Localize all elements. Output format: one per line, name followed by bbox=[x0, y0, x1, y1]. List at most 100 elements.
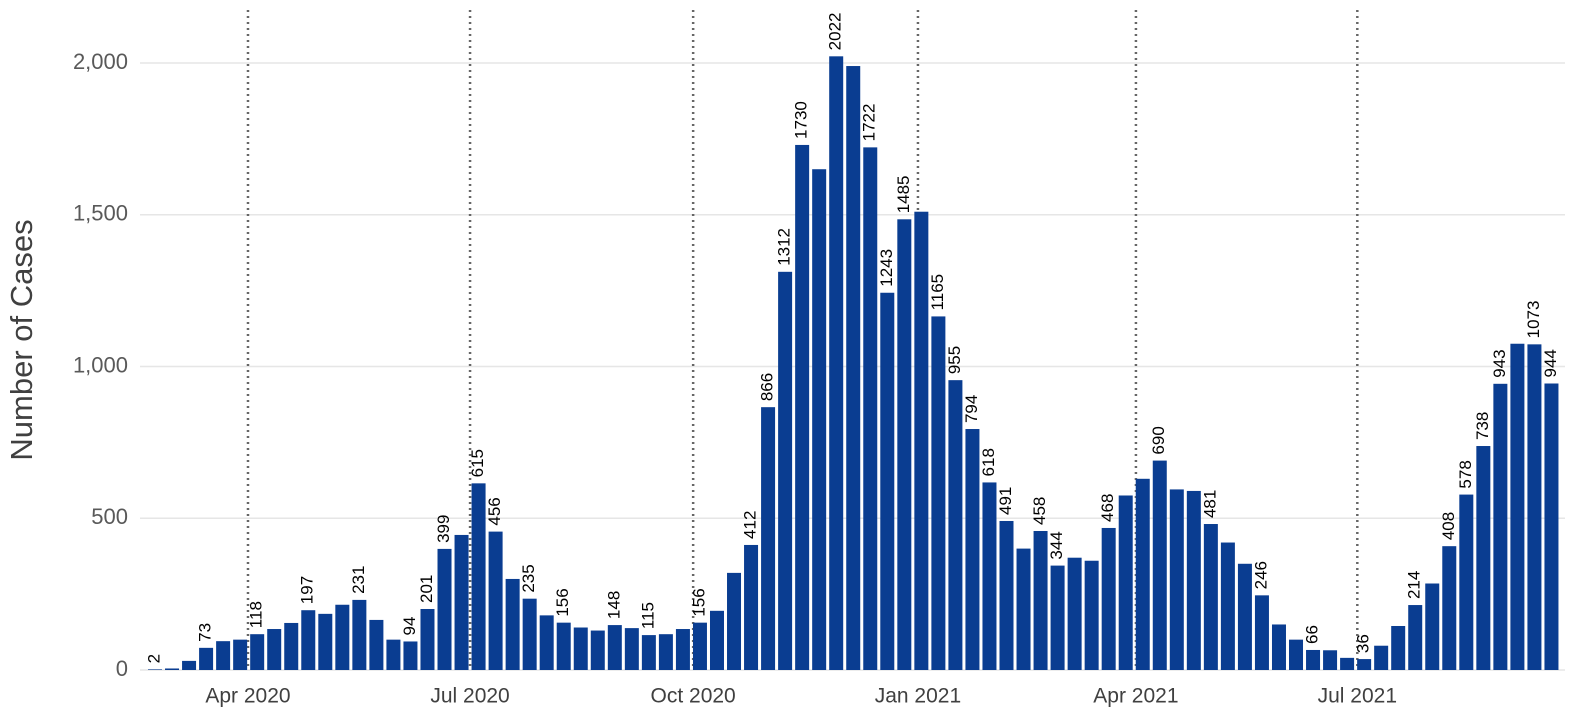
bar bbox=[1391, 625, 1406, 670]
data-label: 231 bbox=[349, 566, 368, 594]
bar bbox=[914, 211, 929, 670]
bar bbox=[199, 647, 214, 670]
data-label: 481 bbox=[1200, 490, 1219, 518]
bar bbox=[1033, 530, 1048, 670]
data-label: 115 bbox=[638, 602, 657, 629]
bar bbox=[1050, 565, 1065, 670]
bar bbox=[965, 429, 980, 670]
bar bbox=[505, 578, 520, 670]
y-tick-label: 0 bbox=[116, 656, 128, 681]
data-label: 615 bbox=[468, 449, 487, 477]
bar bbox=[744, 544, 759, 670]
bar bbox=[675, 629, 690, 670]
bar bbox=[590, 630, 605, 670]
x-tick-label: Apr 2021 bbox=[1093, 685, 1178, 708]
data-label: 235 bbox=[519, 564, 538, 592]
bar bbox=[1306, 649, 1321, 670]
bar bbox=[556, 622, 571, 670]
bar bbox=[573, 627, 588, 670]
data-label: 491 bbox=[996, 487, 1015, 515]
bar bbox=[795, 144, 810, 670]
data-label: 148 bbox=[604, 591, 623, 619]
data-label: 399 bbox=[434, 515, 453, 543]
bar bbox=[522, 598, 537, 670]
x-tick-label: Jul 2021 bbox=[1318, 685, 1397, 708]
bar bbox=[182, 660, 197, 670]
data-label: 458 bbox=[1030, 497, 1049, 525]
bar bbox=[778, 271, 793, 670]
y-axis-title: Number of Cases bbox=[4, 219, 39, 460]
data-label: 690 bbox=[1149, 426, 1168, 454]
bar bbox=[846, 66, 861, 670]
data-label: 94 bbox=[400, 617, 419, 636]
bar bbox=[658, 634, 673, 670]
bar bbox=[1357, 659, 1372, 670]
bar bbox=[284, 622, 299, 670]
data-label: 1312 bbox=[775, 228, 794, 266]
bar bbox=[233, 639, 248, 670]
bar bbox=[1203, 524, 1218, 670]
bar bbox=[1442, 546, 1457, 670]
data-label: 73 bbox=[196, 623, 215, 642]
data-label: 2022 bbox=[826, 12, 845, 50]
data-label: 944 bbox=[1541, 349, 1560, 377]
data-label: 738 bbox=[1473, 412, 1492, 440]
data-label: 201 bbox=[417, 575, 436, 603]
bar bbox=[1544, 383, 1559, 670]
bar bbox=[727, 572, 742, 670]
bar bbox=[454, 534, 469, 670]
data-label: 468 bbox=[1098, 494, 1117, 522]
bar bbox=[692, 622, 707, 670]
bar bbox=[1135, 478, 1150, 670]
bar bbox=[1527, 344, 1542, 670]
bar bbox=[318, 613, 333, 670]
bar bbox=[539, 615, 554, 670]
bar bbox=[641, 635, 656, 670]
bar bbox=[1323, 650, 1338, 670]
bar bbox=[624, 628, 639, 670]
bar bbox=[1084, 560, 1099, 670]
bar bbox=[352, 599, 367, 670]
data-label: 156 bbox=[553, 588, 572, 616]
data-label: 866 bbox=[758, 373, 777, 401]
data-label: 1243 bbox=[877, 249, 896, 287]
bar bbox=[1271, 624, 1286, 670]
bar bbox=[335, 604, 350, 670]
bar bbox=[1425, 583, 1440, 670]
bar bbox=[931, 316, 946, 670]
bar bbox=[1254, 595, 1269, 670]
bar bbox=[709, 610, 724, 670]
data-label: 1073 bbox=[1524, 301, 1543, 339]
bar bbox=[1459, 494, 1474, 670]
bar bbox=[761, 407, 776, 670]
data-label: 118 bbox=[247, 601, 266, 628]
data-label: 2 bbox=[144, 654, 163, 663]
y-tick-label: 500 bbox=[91, 504, 128, 529]
bar bbox=[1408, 605, 1423, 670]
data-label: 197 bbox=[298, 576, 317, 604]
data-label: 156 bbox=[689, 588, 708, 616]
bar bbox=[386, 639, 401, 670]
bar bbox=[948, 380, 963, 670]
data-label: 618 bbox=[979, 448, 998, 476]
y-tick-label: 1,000 bbox=[73, 352, 128, 377]
bar bbox=[1476, 446, 1491, 670]
bar bbox=[812, 169, 827, 670]
data-label: 1165 bbox=[928, 274, 947, 311]
bar bbox=[1220, 542, 1235, 670]
x-tick-label: Apr 2020 bbox=[205, 685, 290, 708]
bar bbox=[471, 483, 486, 670]
data-label: 1485 bbox=[894, 175, 913, 213]
bar bbox=[1118, 495, 1133, 670]
data-label: 794 bbox=[962, 395, 981, 423]
data-label: 408 bbox=[1439, 512, 1458, 540]
data-label: 1722 bbox=[860, 104, 879, 142]
x-tick-label: Jul 2020 bbox=[430, 685, 509, 708]
data-label: 412 bbox=[741, 511, 760, 539]
bar bbox=[267, 629, 282, 670]
bar bbox=[1152, 460, 1167, 670]
data-label: 36 bbox=[1354, 634, 1373, 653]
bar bbox=[1186, 490, 1201, 670]
